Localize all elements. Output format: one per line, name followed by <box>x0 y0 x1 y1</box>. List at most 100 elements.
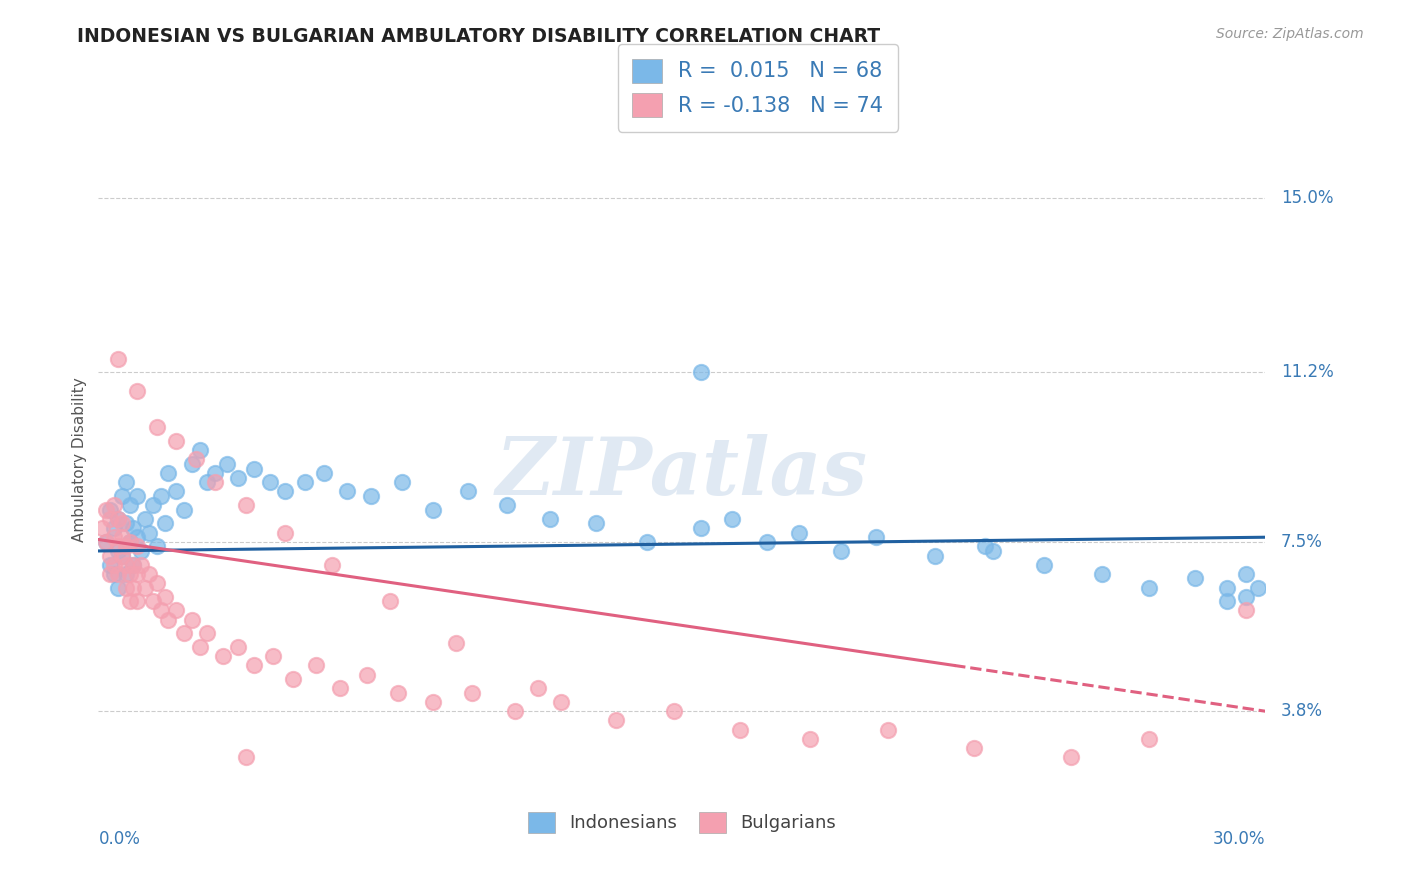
Point <box>165 434 187 448</box>
Point <box>129 558 152 572</box>
Point <box>262 649 284 664</box>
Point <box>188 640 211 654</box>
Point <box>1234 566 1257 581</box>
Point <box>111 549 134 563</box>
Point <box>138 525 160 540</box>
Point <box>98 566 121 581</box>
Point <box>103 498 125 512</box>
Point <box>103 530 125 544</box>
Point <box>274 525 297 540</box>
Point <box>122 558 145 572</box>
Point <box>127 530 149 544</box>
Point <box>865 530 887 544</box>
Point <box>107 512 129 526</box>
Point <box>294 475 316 490</box>
Point <box>138 566 160 581</box>
Point <box>96 502 118 516</box>
Point <box>122 521 145 535</box>
Point <box>103 521 125 535</box>
Point <box>336 484 359 499</box>
Point <box>380 594 402 608</box>
Point <box>173 502 195 516</box>
Point <box>146 540 169 554</box>
Point <box>118 498 141 512</box>
Point <box>195 626 218 640</box>
Point <box>195 475 218 490</box>
Point <box>204 475 226 490</box>
Point <box>118 534 141 549</box>
Point <box>114 566 136 581</box>
Point <box>111 530 134 544</box>
Point <box>118 566 141 581</box>
Point <box>142 594 165 608</box>
Point <box>180 457 202 471</box>
Point <box>153 516 176 531</box>
Point <box>127 594 149 608</box>
Point <box>461 686 484 700</box>
Point <box>636 534 658 549</box>
Point <box>96 534 118 549</box>
Point <box>165 603 187 617</box>
Point <box>756 534 779 549</box>
Point <box>281 672 304 686</box>
Point <box>127 566 149 581</box>
Point <box>114 581 136 595</box>
Point <box>127 540 149 554</box>
Point <box>188 443 211 458</box>
Point <box>1137 731 1160 746</box>
Text: Source: ZipAtlas.com: Source: ZipAtlas.com <box>1216 27 1364 41</box>
Point <box>103 566 125 581</box>
Point <box>305 658 328 673</box>
Point <box>527 681 550 696</box>
Point <box>129 544 152 558</box>
Point <box>98 558 121 572</box>
Point <box>1032 558 1054 572</box>
Point <box>690 365 713 379</box>
Point <box>312 466 335 480</box>
Point <box>98 502 121 516</box>
Point <box>422 502 444 516</box>
Point <box>142 498 165 512</box>
Point <box>1246 581 1268 595</box>
Point <box>259 475 281 490</box>
Point <box>1137 581 1160 595</box>
Point <box>215 457 238 471</box>
Point <box>235 750 257 764</box>
Point <box>173 626 195 640</box>
Point <box>111 549 134 563</box>
Point <box>1184 571 1206 585</box>
Point <box>122 558 145 572</box>
Point <box>157 613 180 627</box>
Point <box>107 544 129 558</box>
Point <box>127 384 149 398</box>
Text: 15.0%: 15.0% <box>1281 189 1333 207</box>
Point <box>118 534 141 549</box>
Point <box>1215 581 1237 595</box>
Point <box>107 566 129 581</box>
Point <box>114 558 136 572</box>
Point <box>118 594 141 608</box>
Point <box>496 498 519 512</box>
Y-axis label: Ambulatory Disability: Ambulatory Disability <box>72 377 87 541</box>
Point <box>157 466 180 480</box>
Point <box>111 516 134 531</box>
Point <box>924 549 946 563</box>
Point <box>391 475 413 490</box>
Point <box>730 723 752 737</box>
Point <box>974 540 997 554</box>
Text: 3.8%: 3.8% <box>1281 702 1323 720</box>
Point <box>321 558 343 572</box>
Point <box>387 686 409 700</box>
Point <box>91 521 114 535</box>
Text: 0.0%: 0.0% <box>98 830 141 848</box>
Point <box>962 740 984 755</box>
Point <box>149 603 172 617</box>
Point <box>107 581 129 595</box>
Point <box>550 695 572 709</box>
Point <box>457 484 479 499</box>
Point <box>690 521 713 535</box>
Point <box>356 667 378 681</box>
Point <box>107 540 129 554</box>
Point <box>1060 750 1083 764</box>
Text: ZIPatlas: ZIPatlas <box>496 434 868 512</box>
